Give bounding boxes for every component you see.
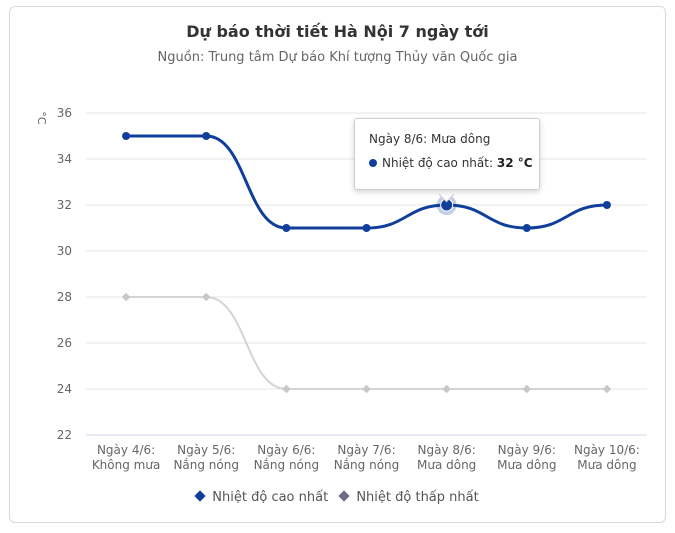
point-high <box>522 224 531 232</box>
tooltip: Ngày 8/6: Mưa dông Nhiệt độ cao nhất: 32… <box>354 118 540 190</box>
x-tick-label: Ngày 9/6: <box>498 443 556 457</box>
y-tick-label: 30 <box>57 244 72 258</box>
x-tick-label: Ngày 5/6: <box>177 443 235 457</box>
y-tick-label: 24 <box>57 382 72 396</box>
tooltip-value: 32 °C <box>496 156 533 170</box>
y-tick-label: 22 <box>57 428 72 442</box>
y-tick-label: 28 <box>57 290 72 304</box>
x-tick-label-sub: Nắng nóng <box>334 458 400 472</box>
x-tick-label-sub: Nắng nóng <box>254 458 320 472</box>
point-low <box>602 384 612 394</box>
point-low <box>362 384 371 394</box>
x-tick-label: Ngày 4/6: <box>97 443 155 457</box>
x-tick-label: Ngày 7/6: <box>337 443 395 457</box>
point-low <box>442 384 451 394</box>
tooltip-series-dot <box>369 159 377 167</box>
point-high <box>602 201 611 209</box>
x-tick-label: Ngày 10/6: <box>574 443 640 457</box>
tooltip-row: Nhiệt độ cao nhất: 32 °C <box>369 156 539 170</box>
point-high <box>282 224 291 232</box>
chart-title: Dự báo thời tiết Hà Nội 7 ngày tới <box>186 22 489 41</box>
x-tick-label-sub: Mưa dông <box>577 458 636 472</box>
x-tick-label-sub: Không mưa <box>92 458 161 472</box>
x-tick-label-sub: Nắng nóng <box>173 458 239 472</box>
point-low <box>522 384 532 394</box>
y-axis-label: °C <box>35 111 48 125</box>
point-low <box>121 292 131 302</box>
legend-label-low: Nhiệt độ thấp nhất <box>356 490 479 505</box>
chart-card <box>9 6 666 523</box>
point-high <box>362 224 371 232</box>
x-tick-label: Ngày 6/6: <box>257 443 315 457</box>
point-low <box>201 292 211 302</box>
tooltip-series-label: Nhiệt độ cao nhất: <box>382 156 494 170</box>
point-high <box>122 132 131 140</box>
diamond-icon <box>338 490 350 502</box>
point-high <box>202 132 211 140</box>
chart-subtitle: Nguồn: Trung tâm Dự báo Khí tượng Thủy v… <box>157 50 518 65</box>
y-tick-label: 32 <box>57 198 72 212</box>
y-tick-label: 26 <box>57 336 72 350</box>
x-tick-label-sub: Mưa dông <box>417 458 476 472</box>
legend-item-low[interactable]: Nhiệt độ thấp nhất <box>338 490 479 505</box>
point-low <box>282 384 291 394</box>
x-tick-label: Ngày 8/6: <box>418 443 476 457</box>
x-tick-label-sub: Mưa dông <box>497 458 556 472</box>
tooltip-header: Ngày 8/6: Mưa dông <box>369 132 491 146</box>
legend: Nhiệt độ cao nhất Nhiệt độ thấp nhất <box>0 490 675 505</box>
y-tick-label: 34 <box>57 152 72 166</box>
legend-label-high: Nhiệt độ cao nhất <box>212 490 329 505</box>
y-tick-label: 36 <box>57 106 72 120</box>
legend-item-high[interactable]: Nhiệt độ cao nhất <box>194 490 329 505</box>
diamond-icon <box>194 490 206 502</box>
